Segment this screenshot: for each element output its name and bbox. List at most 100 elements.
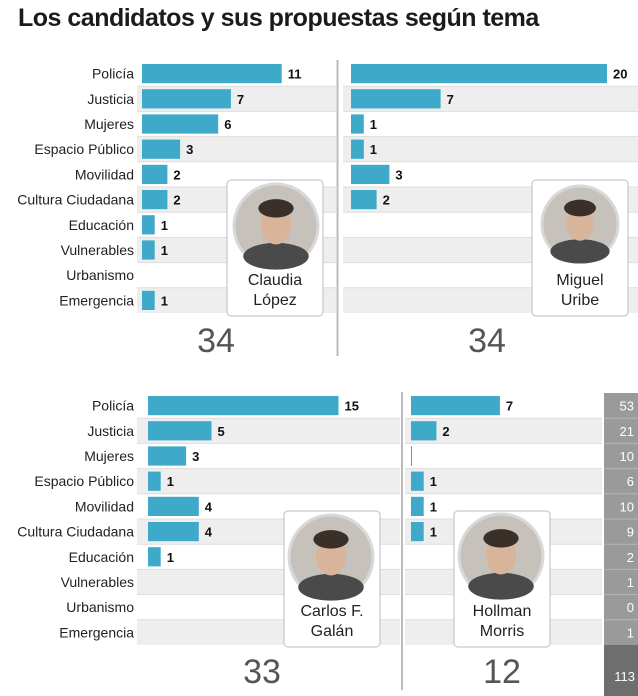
category-total-cell-4 bbox=[604, 493, 638, 519]
category-total-4: 10 bbox=[620, 499, 634, 514]
bar-2-0 bbox=[148, 396, 339, 416]
value-label-3-1: 2 bbox=[442, 424, 449, 439]
category-label-0-4: Movilidad bbox=[75, 166, 134, 182]
category-total-cell-6 bbox=[604, 544, 638, 570]
candidate-name-3-line2: Morris bbox=[480, 623, 524, 640]
category-label-0-2: Mujeres bbox=[84, 116, 134, 132]
category-label-1-1: Justicia bbox=[87, 423, 134, 439]
candidate-total-3: 12 bbox=[483, 653, 521, 691]
value-label-0-9: 1 bbox=[161, 293, 168, 308]
bar-1-5 bbox=[351, 190, 377, 210]
value-label-3-5: 1 bbox=[430, 525, 437, 540]
candidate-name-3-line1: Hollman bbox=[473, 603, 532, 620]
category-total-cell-3 bbox=[604, 468, 638, 494]
avatar-shoulders-2 bbox=[298, 573, 364, 601]
category-total-9: 1 bbox=[627, 625, 634, 640]
bar-0-1 bbox=[142, 89, 231, 109]
bar-3-2 bbox=[411, 446, 412, 466]
category-label-1-5: Cultura Ciudadana bbox=[17, 524, 134, 540]
avatar-1 bbox=[540, 184, 620, 264]
row-stripe-3-3 bbox=[405, 468, 602, 494]
value-label-1-3: 1 bbox=[370, 142, 377, 157]
candidate-name-2-line2: Galán bbox=[311, 623, 354, 640]
category-total-cell-2 bbox=[604, 443, 638, 469]
row-stripe-2-3 bbox=[137, 468, 400, 494]
category-total-3: 6 bbox=[627, 474, 634, 489]
category-label-0-6: Educación bbox=[69, 217, 134, 233]
category-label-0-1: Justicia bbox=[87, 91, 134, 107]
bar-0-0 bbox=[142, 64, 282, 84]
bar-1-2 bbox=[351, 114, 364, 134]
row-stripe-1-3 bbox=[343, 136, 638, 162]
category-total-cell-7 bbox=[604, 569, 638, 595]
bar-0-9 bbox=[142, 290, 155, 310]
value-label-1-5: 2 bbox=[383, 193, 390, 208]
value-label-0-2: 6 bbox=[224, 117, 231, 132]
bar-2-1 bbox=[148, 421, 212, 441]
value-label-2-4: 4 bbox=[205, 499, 213, 514]
category-total-8: 0 bbox=[627, 600, 634, 615]
bar-0-4 bbox=[142, 164, 168, 184]
value-label-2-5: 4 bbox=[205, 525, 213, 540]
category-label-1-4: Movilidad bbox=[75, 498, 134, 514]
category-label-0-7: Vulnerables bbox=[61, 242, 134, 258]
grand-total: 113 bbox=[614, 669, 635, 684]
candidate-total-1: 34 bbox=[468, 322, 506, 360]
category-total-cell-5 bbox=[604, 519, 638, 545]
category-label-1-9: Emergencia bbox=[59, 624, 134, 640]
value-label-0-6: 1 bbox=[161, 218, 168, 233]
category-label-0-9: Emergencia bbox=[59, 292, 134, 308]
bar-3-4 bbox=[411, 496, 424, 516]
avatar-0 bbox=[232, 182, 320, 270]
category-total-5: 9 bbox=[627, 525, 634, 540]
avatar-shoulders-0 bbox=[243, 242, 309, 270]
candidate-name-1-line1: Miguel bbox=[556, 272, 603, 289]
value-label-1-1: 7 bbox=[447, 92, 454, 107]
bar-2-6 bbox=[148, 547, 161, 567]
value-label-0-7: 1 bbox=[161, 243, 168, 258]
value-label-2-1: 5 bbox=[218, 424, 225, 439]
bar-0-2 bbox=[142, 114, 219, 134]
row-stripe-3-1 bbox=[405, 418, 602, 444]
avatar-2 bbox=[287, 513, 375, 601]
value-label-0-0: 11 bbox=[288, 67, 302, 82]
bar-0-7 bbox=[142, 240, 155, 260]
bar-2-5 bbox=[148, 522, 199, 542]
avatar-hair-1 bbox=[564, 199, 596, 217]
category-label-0-8: Urbanismo bbox=[66, 267, 134, 283]
category-label-0-0: Policía bbox=[92, 66, 134, 82]
avatar-hair-0 bbox=[258, 199, 294, 218]
avatar-shoulders-3 bbox=[468, 572, 534, 600]
avatar-hair-3 bbox=[483, 529, 519, 548]
category-total-7: 1 bbox=[627, 575, 634, 590]
category-label-1-0: Policía bbox=[92, 398, 134, 414]
candidate-name-1-line2: Uribe bbox=[561, 292, 599, 309]
candidate-name-2-line1: Carlos F. bbox=[300, 603, 363, 620]
value-label-0-1: 7 bbox=[237, 92, 244, 107]
value-label-2-0: 15 bbox=[345, 399, 359, 414]
candidate-total-0: 34 bbox=[197, 322, 235, 360]
bar-3-3 bbox=[411, 471, 424, 491]
category-label-1-8: Urbanismo bbox=[66, 599, 134, 615]
value-label-3-0: 7 bbox=[506, 399, 513, 414]
value-label-3-4: 1 bbox=[430, 499, 437, 514]
value-label-0-3: 3 bbox=[186, 142, 193, 157]
category-total-6: 2 bbox=[627, 550, 634, 565]
value-label-1-2: 1 bbox=[370, 117, 377, 132]
value-label-1-4: 3 bbox=[395, 167, 402, 182]
bar-2-4 bbox=[148, 496, 199, 516]
bar-3-5 bbox=[411, 522, 424, 542]
category-label-1-7: Vulnerables bbox=[61, 574, 134, 590]
category-label-0-3: Espacio Público bbox=[34, 141, 134, 157]
bar-2-3 bbox=[148, 471, 161, 491]
candidate-name-0-line2: López bbox=[253, 292, 297, 309]
value-label-2-6: 1 bbox=[167, 550, 174, 565]
bar-0-6 bbox=[142, 215, 155, 235]
value-label-2-2: 3 bbox=[192, 449, 199, 464]
category-label-1-6: Educación bbox=[69, 549, 134, 565]
category-total-1: 21 bbox=[620, 424, 634, 439]
category-total-cell-9 bbox=[604, 619, 638, 645]
value-label-1-0: 20 bbox=[613, 67, 627, 82]
avatar-shoulders-1 bbox=[550, 239, 610, 264]
